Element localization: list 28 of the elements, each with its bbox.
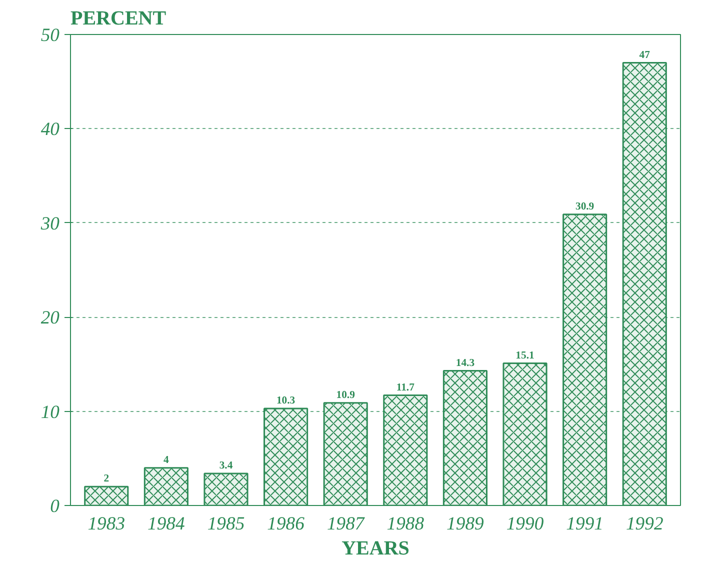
x-tick-label: 1990 <box>506 514 544 534</box>
data-label: 14.3 <box>456 358 475 369</box>
x-tick-label: 1985 <box>207 514 245 534</box>
x-tick-label: 1987 <box>326 514 365 534</box>
y-tick-label: 20 <box>40 308 60 329</box>
y-tick-label: 30 <box>40 213 60 234</box>
data-label: 4 <box>164 454 170 466</box>
data-label: 11.7 <box>396 382 416 394</box>
y-tick-label: 10 <box>40 402 60 423</box>
x-tick-label: 1983 <box>88 514 126 534</box>
x-tick-label: 1986 <box>267 514 306 534</box>
data-label: 10.9 <box>336 390 355 401</box>
y-tick-label: 50 <box>40 25 60 46</box>
y-tick-label: 0 <box>50 496 60 517</box>
x-tick-label: 1989 <box>446 514 485 534</box>
x-tick-label: 1992 <box>626 514 664 534</box>
data-label: 2 <box>104 474 110 485</box>
x-axis-title: YEARS <box>342 538 410 560</box>
data-label: 10.3 <box>276 395 296 406</box>
data-label: 47 <box>639 50 651 61</box>
y-tick-label: 40 <box>40 119 60 140</box>
data-label: 3.4 <box>219 460 234 472</box>
data-label: 30.9 <box>575 201 594 212</box>
y-axis-title: PERCENT <box>70 8 167 30</box>
x-tick-label: 1984 <box>148 514 185 534</box>
x-tick-label: 1988 <box>386 514 425 534</box>
data-label: 15.1 <box>516 350 534 362</box>
x-tick-label: 1991 <box>566 514 604 534</box>
